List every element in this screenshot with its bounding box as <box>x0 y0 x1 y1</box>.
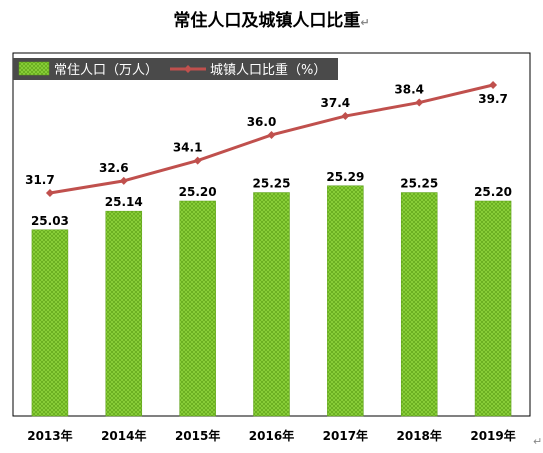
line-label-2015年: 34.1 <box>173 141 203 155</box>
legend-label-line: 城镇人口比重（%） <box>210 62 326 78</box>
line-label-2014年: 32.6 <box>99 161 129 175</box>
bar-label-2015年: 25.20 <box>179 185 217 199</box>
bar-label-2016年: 25.25 <box>253 177 291 191</box>
legend-swatch-bar <box>18 61 50 76</box>
line-marker-2018年 <box>415 98 424 107</box>
line-label-2019年: 39.7 <box>478 92 508 106</box>
bar-label-2014年: 25.14 <box>105 195 143 209</box>
line-marker-2014年 <box>119 176 128 185</box>
line-marker-2013年 <box>45 189 54 197</box>
bar-label-2013年: 25.03 <box>31 214 69 228</box>
bar-2016年 <box>253 192 290 417</box>
bar-2017年 <box>327 185 364 417</box>
paragraph-mark-bottom: ↵ <box>533 435 543 448</box>
line-marker-2015年 <box>193 156 202 165</box>
x-tick-2014年: 2014年 <box>101 428 146 443</box>
line-marker-2016年 <box>267 130 276 139</box>
x-tick-2017年: 2017年 <box>323 428 368 443</box>
x-tick-2015年: 2015年 <box>175 428 220 443</box>
chart-title-text: 常住人口及城镇人口比重 <box>173 11 361 31</box>
line-label-2013年: 31.7 <box>25 173 55 187</box>
bar-2015年 <box>179 200 216 417</box>
bar-series: 25.03 25.14 25.20 25.25 25.29 25.25 25.20 <box>31 170 512 417</box>
line-marker-2019年 <box>489 81 498 89</box>
bar-2013年 <box>31 229 69 417</box>
bar-2018年 <box>400 192 438 417</box>
bar-label-2017年: 25.29 <box>326 170 364 184</box>
x-axis: 2013年 2014年 2015年 2016年 2017年 2018年 2019年 <box>27 428 516 443</box>
paragraph-mark: ↵ <box>360 16 370 29</box>
legend-swatch-marker <box>184 65 192 73</box>
line-label-2017年: 37.4 <box>321 96 351 110</box>
bar-2014年 <box>105 210 143 417</box>
line-label-2016年: 36.0 <box>247 115 277 129</box>
bar-label-2019年: 25.20 <box>474 185 512 199</box>
x-tick-2013年: 2013年 <box>27 428 72 443</box>
bar-2019年 <box>474 200 512 417</box>
x-tick-2016年: 2016年 <box>249 428 294 443</box>
legend-label-bar: 常住人口（万人） <box>54 63 158 78</box>
line-series: 31.7 32.6 34.1 36.0 37.4 38.4 39.7 <box>25 81 508 197</box>
line-marker-2017年 <box>341 112 350 121</box>
bar-label-2018年: 25.25 <box>400 177 438 191</box>
x-tick-2019年: 2019年 <box>470 428 515 443</box>
chart-title: 常住人口及城镇人口比重↵ <box>0 6 543 31</box>
x-tick-2018年: 2018年 <box>397 428 442 443</box>
line-label-2018年: 38.4 <box>394 83 424 97</box>
legend: 常住人口（万人） 城镇人口比重（%） <box>13 58 338 80</box>
